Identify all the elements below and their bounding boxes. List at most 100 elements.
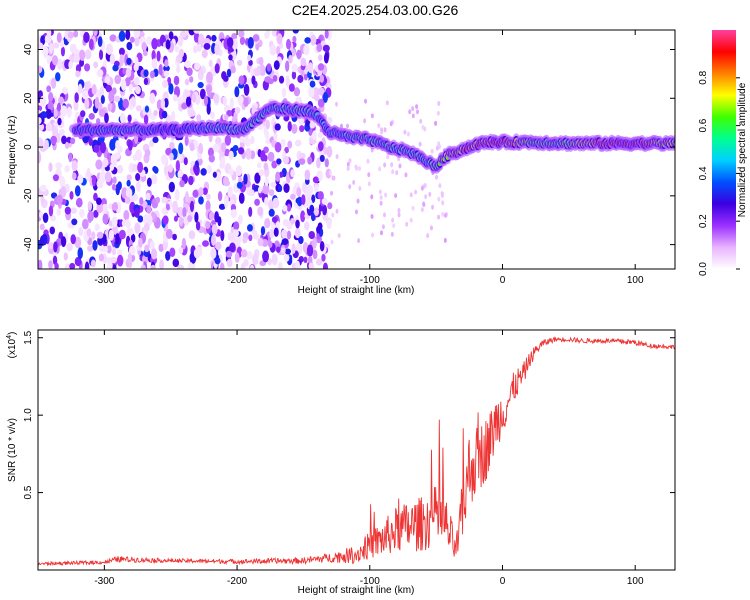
spectrogram-noise-blob [268,189,275,196]
spectrogram-noise-blob [133,30,141,39]
spectrogram-noise-blob [326,219,332,230]
spectrogram-noise-blob [208,59,213,68]
snr-ylabel: SNR (10 * v/v) [7,418,18,482]
spectrogram-noise-blob [389,121,393,127]
spectrogram-noise-blob [115,233,120,245]
spectrogram-noise-blob [281,229,288,239]
colorbar-ticks: 0.0 0.2 0.4 0.6 0.8 [698,70,740,276]
spectrogram-noise-blob [49,226,56,235]
spectrogram-noise-blob [223,179,231,187]
spectrogram-noise-blob [172,258,180,268]
spectrogram-noise-blob [50,214,57,222]
spectrogram-noise-blob [256,162,262,169]
colorbar-tick-label: 0.8 [698,70,709,84]
spectrogram-noise-blob [150,174,158,185]
spectrogram-noise-blob [315,258,323,266]
spectrogram-noise-blob [109,53,116,65]
spectrogram-noise-blob [177,169,184,178]
spectrogram-noise-blob [434,120,438,126]
spectrogram-noise-blob [228,54,233,61]
spectrogram-noise-blob [335,154,339,160]
spectrogram-noise-blob [219,262,225,269]
spectrogram-noise-blob [112,176,117,184]
spectrogram-noise-blob [358,165,362,171]
spectrogram-noise-blob [296,187,302,197]
spectrogram-noise-blob [441,200,445,206]
y-tick-label: 0 [23,144,34,150]
spectrogram-noise-blob [367,181,371,187]
spectrogram-noise-blob [312,238,317,249]
spectrogram-noise-blob [58,128,65,137]
spectrogram-noise-blob [202,240,209,247]
spectrogram-noise-blob [282,204,288,212]
spectrogram-noise-blob [39,223,45,231]
spectrogram-noise-blob [44,34,52,44]
spectrogram-noise-blob [214,43,220,56]
spectrogram-noise-blob [189,110,196,117]
spectrogram-noise-blob [38,123,45,131]
spectrogram-noise-blob [134,207,140,218]
spectrogram-noise-blob [243,83,250,96]
spectrogram-noise-blob [272,197,280,209]
spectrogram-noise-blob [126,41,133,51]
spectrogram-noise-blob [288,83,295,92]
spectrogram-noise-blob [227,231,234,241]
spectrogram-noise-blob [88,136,93,146]
spectrogram-noise-blob [385,100,389,106]
spectrogram-noise-blob [98,49,104,61]
spectrogram-noise-blob [42,212,49,223]
spectrogram-noise-blob [313,207,319,217]
spectrogram-noise-blob [206,164,212,174]
spectrogram-noise-blob [225,250,233,258]
spectrogram-noise-blob [184,89,191,98]
spectrogram-noise-blob [151,58,158,69]
spectrogram-noise-blob [198,187,204,197]
y-tick-label: 20 [23,92,34,104]
spectrogram-noise-blob [189,200,195,213]
spectrogram-noise-blob [182,207,187,218]
spectrogram-noise-blob [426,233,430,239]
spectrogram-noise-blob [184,135,189,147]
spectrogram-noise-blob [236,59,243,66]
spectrogram-noise-blob [169,247,176,258]
spectrogram-noise-blob [151,50,156,61]
x-tick-label: -300 [94,275,114,286]
spectrogram-noise-blob [271,253,278,266]
spectrogram-noise-blob [64,263,70,269]
spectrogram-noise-blob [238,75,245,85]
spectrogram-noise-blob [357,238,361,244]
spectrogram-noise-blob [291,243,296,254]
spectrogram-noise-blob [82,89,89,100]
spectrogram-noise-blob [443,212,447,218]
spectrogram-noise-blob [310,34,317,46]
spectrogram-noise-blob [73,30,79,38]
spectrogram-noise-blob [305,185,312,197]
spectrogram-noise-blob [84,63,91,72]
spectrogram-noise-blob [317,98,325,108]
spectrogram-noise-blob [169,141,175,150]
snr-xlabel: Height of straight line (km) [298,585,415,596]
spectrogram-noise-blob [428,191,432,197]
spectrogram-noise-blob [231,38,238,51]
spectrogram-noise-blob [149,240,155,251]
spectrogram-noise-blob [189,142,195,152]
spectrogram-noise-blob [306,244,314,257]
spectrogram-noise-blob [405,221,409,227]
spectrogram-noise-blob [195,221,201,231]
spectrogram-noise-blob [240,249,248,258]
spectrogram-noise-blob [124,219,130,227]
spectrogram-noise-blob [291,70,297,80]
spectrogram-noise-blob [108,90,114,103]
spectrogram-noise-blob [193,164,198,173]
spectrogram-noise-blob [330,190,334,196]
spectrogram-noise-blob [74,236,82,249]
spectrogram-noise-blob [38,117,42,125]
spectrogram-noise-blob [252,229,258,240]
spectrogram-noise-blob [293,87,301,97]
spectrogram-noise-blob [48,42,54,55]
spectrogram-noise-blob [231,32,238,41]
spectrogram-noise-blob [386,154,390,160]
spectrogram-noise-blob [120,114,127,125]
colorbar-gradient [712,30,736,269]
spectrogram-noise-blob [222,75,229,82]
